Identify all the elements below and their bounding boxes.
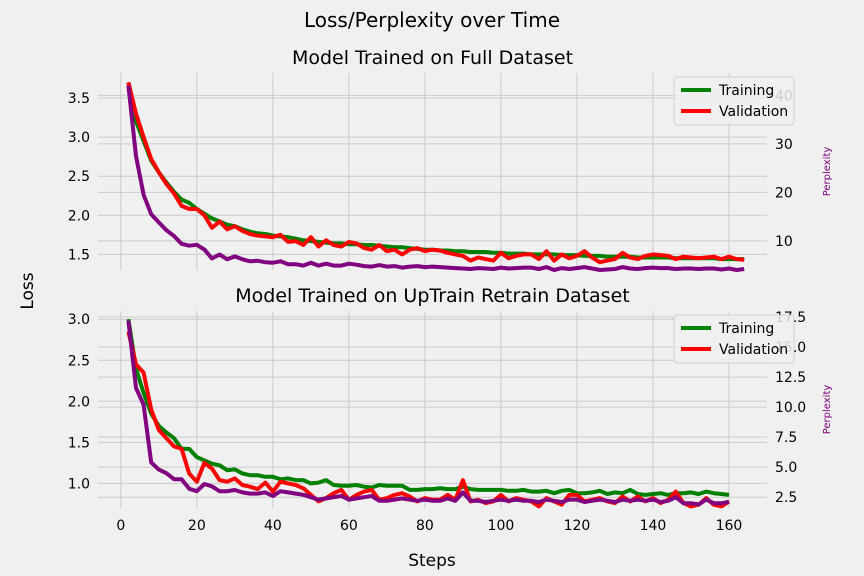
top-y2-tick-label: 20 xyxy=(775,185,793,201)
top-legend-training-label: Training xyxy=(718,83,774,99)
bottom-x-tick-label: 40 xyxy=(264,518,282,534)
bottom-panel: Model Trained on UpTrain Retrain Dataset… xyxy=(68,285,833,534)
bottom-y2-tick-label: 10.0 xyxy=(775,400,806,416)
top-panel-title: Model Trained on Full Dataset xyxy=(292,47,573,69)
bottom-y2-tick-label: 12.5 xyxy=(775,370,806,386)
bottom-x-tick-label: 140 xyxy=(640,518,667,534)
top-ticks: 1.52.02.53.03.510203040 xyxy=(68,88,793,263)
bottom-y-tick-label: 1.0 xyxy=(68,476,90,492)
bottom-x-tick-label: 160 xyxy=(716,518,743,534)
top-perplexity-axis-label: Perplexity xyxy=(822,147,833,197)
bottom-y-tick-label: 1.5 xyxy=(68,435,90,451)
top-legend-validation-label: Validation xyxy=(719,104,788,120)
bottom-x-tick-label: 120 xyxy=(564,518,591,534)
top-y2-tick-label: 30 xyxy=(775,137,793,153)
top-panel: Model Trained on Full Dataset 1.5 2.0 2.5 3… xyxy=(68,47,833,272)
suptitle: Loss/Perplexity over Time xyxy=(304,8,560,32)
top-series xyxy=(126,81,745,272)
top-y-tick-label: 3.5 xyxy=(68,91,90,107)
bottom-y2-tick-label: 2.5 xyxy=(775,490,797,506)
bottom-x-tick-label: 0 xyxy=(116,518,125,534)
bottom-series xyxy=(126,318,731,509)
y-axis-label: Loss xyxy=(18,272,38,309)
bottom-legend-training-label: Training xyxy=(718,321,774,337)
bottom-x-tick-label: 60 xyxy=(340,518,358,534)
bottom-legend-validation-label: Validation xyxy=(719,342,788,358)
bottom-y-tick-label: 3.0 xyxy=(68,312,90,328)
bottom-perplexity-line xyxy=(126,320,730,507)
bottom-y-tick-label: 2.5 xyxy=(68,353,90,369)
x-axis-label: Steps xyxy=(408,551,456,571)
bottom-perplexity-axis-label: Perplexity xyxy=(822,385,833,435)
bottom-y-tick-label: 2.0 xyxy=(68,394,90,410)
bottom-grid xyxy=(98,311,767,508)
top-validation-line xyxy=(126,81,745,265)
top-y-tick-label: 2.0 xyxy=(68,208,90,224)
bottom-y2-tick-label: 7.5 xyxy=(775,430,797,446)
top-y-tick-label: 3.0 xyxy=(68,130,90,146)
top-y-tick-label: 1.5 xyxy=(68,247,90,263)
bottom-panel-title: Model Trained on UpTrain Retrain Dataset xyxy=(235,285,629,307)
bottom-y2-tick-label: 5.0 xyxy=(775,460,797,476)
bottom-ticks: 1.01.52.02.53.02.55.07.510.012.515.017.5… xyxy=(68,310,806,534)
top-perplexity-line xyxy=(126,85,745,272)
top-legend: Training Validation xyxy=(673,76,795,126)
bottom-x-tick-label: 20 xyxy=(188,518,206,534)
top-y2-tick-label: 10 xyxy=(775,234,793,250)
bottom-training-line xyxy=(126,318,730,497)
bottom-legend: Training Validation xyxy=(673,314,795,364)
bottom-x-tick-label: 80 xyxy=(416,518,434,534)
top-y-tick-label: 2.5 xyxy=(68,169,90,185)
bottom-x-tick-label: 100 xyxy=(488,518,515,534)
